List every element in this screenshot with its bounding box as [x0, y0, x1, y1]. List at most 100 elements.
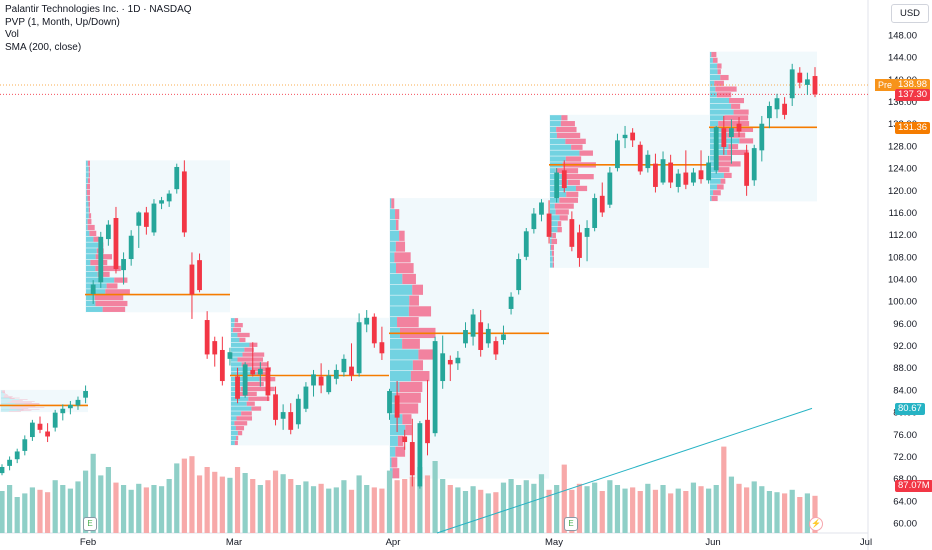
volume-profile-bar	[550, 227, 558, 233]
volume-bar	[721, 446, 727, 533]
volume-bar	[516, 485, 522, 533]
volume-profile-bar	[550, 221, 558, 227]
volume-bar	[6, 485, 13, 533]
volume-bar	[812, 495, 818, 533]
volume-profile-bar	[710, 92, 717, 98]
volume-bar	[455, 487, 461, 533]
volume-profile-bar	[95, 300, 128, 307]
volume-profile-bar	[235, 426, 245, 431]
volume-profile-bar	[710, 144, 729, 150]
volume-profile-bar	[412, 360, 424, 371]
volume-profile-bar	[87, 195, 90, 201]
y-tick-label: 108.00	[888, 252, 917, 263]
volume-bar	[690, 482, 697, 533]
volume-bar	[592, 482, 598, 533]
symbol-title[interactable]: Palantir Technologies Inc. · 1D · NASDAQ	[5, 4, 192, 15]
y-tick-label: 68.00	[893, 474, 917, 485]
earnings-icon[interactable]: E	[83, 517, 97, 531]
candle-body	[387, 391, 392, 414]
volume-bar	[234, 467, 241, 533]
candle-body	[599, 195, 605, 213]
volume-profile-bar	[395, 446, 406, 457]
volume-profile-bar	[89, 230, 97, 236]
volume-bar	[196, 475, 203, 533]
volume-profile-region	[230, 317, 389, 446]
earnings-icon[interactable]: E	[564, 517, 578, 531]
candle-body	[219, 349, 225, 382]
volume-bar	[683, 491, 689, 533]
volume-profile-bar	[88, 201, 90, 207]
volume-bar	[584, 486, 590, 533]
volume-profile-bar	[550, 256, 553, 262]
volume-profile-bar	[86, 306, 103, 312]
volume-profile-bar	[557, 227, 562, 233]
indicator-volume[interactable]: Vol	[5, 29, 19, 40]
volume-profile-bar	[234, 421, 248, 426]
candle-body	[151, 203, 157, 233]
volume-profile-bar	[390, 306, 409, 317]
volume-profile-bar	[86, 230, 90, 236]
volume-bar	[386, 470, 393, 533]
volume-bar	[295, 485, 301, 533]
candle-body	[318, 376, 324, 386]
split-icon[interactable]: ⚡	[809, 517, 823, 531]
volume-bar	[67, 488, 73, 533]
candle-body	[713, 127, 719, 171]
volume-profile-bar	[231, 323, 235, 328]
volume-profile-bar	[87, 224, 95, 231]
candle-body	[417, 423, 423, 487]
volume-bar	[538, 474, 545, 533]
volume-bar	[394, 480, 400, 533]
candle-body	[721, 128, 727, 148]
volume-profile-bar	[86, 224, 88, 231]
volume-profile-bar	[86, 289, 106, 295]
volume-profile-bar	[87, 184, 90, 190]
candle-body	[75, 399, 81, 406]
candle-body	[744, 152, 750, 186]
volume-profile-bar	[114, 277, 128, 283]
candle-body	[561, 170, 567, 189]
volume-value-tag: 87.07M	[895, 480, 932, 492]
volume-profile-bar	[241, 362, 269, 367]
volume-profile-bar	[391, 457, 398, 468]
candle-body	[782, 103, 788, 115]
volume-profile-bar	[399, 381, 423, 392]
volume-profile-bar	[390, 252, 395, 263]
candle-body	[592, 198, 598, 228]
volume-profile-bar	[710, 86, 716, 92]
y-tick-label: 104.00	[888, 275, 917, 286]
volume-bar	[310, 486, 317, 533]
currency-button[interactable]: USD	[891, 4, 929, 23]
volume-profile-bar	[716, 161, 741, 167]
volume-bar	[303, 481, 309, 533]
candle-body	[691, 172, 696, 183]
volume-profile-bar	[231, 391, 238, 397]
volume-profile-bar	[234, 440, 238, 446]
candle-body	[105, 224, 111, 240]
y-tick-label: 64.00	[893, 496, 917, 507]
volume-bar	[751, 481, 757, 533]
candle-body	[698, 170, 704, 180]
volume-profile-bar	[550, 156, 566, 162]
candle-body	[52, 412, 58, 428]
volume-profile-bar	[550, 121, 561, 127]
y-tick-label: 112.00	[889, 230, 917, 241]
candle-body	[128, 235, 134, 260]
volume-bar	[14, 497, 20, 533]
volume-profile-bar	[86, 189, 87, 196]
candle-body	[569, 219, 575, 247]
volume-profile-bar	[711, 195, 718, 202]
volume-bar	[371, 487, 377, 533]
volume-bar	[52, 480, 58, 533]
indicator-volume-profile[interactable]: PVP (1, Month, Up/Down)	[5, 16, 120, 28]
candle-body	[523, 231, 529, 257]
x-tick-label: Jun	[705, 537, 720, 548]
volume-profile-bar	[244, 347, 254, 352]
indicator-sma[interactable]: SMA (200, close)	[5, 41, 82, 53]
candle-body	[812, 76, 818, 95]
volume-profile-bar	[565, 138, 586, 144]
volume-profile-bar	[231, 421, 235, 426]
volume-profile-bar	[248, 396, 270, 401]
volume-profile-bar	[711, 51, 717, 58]
